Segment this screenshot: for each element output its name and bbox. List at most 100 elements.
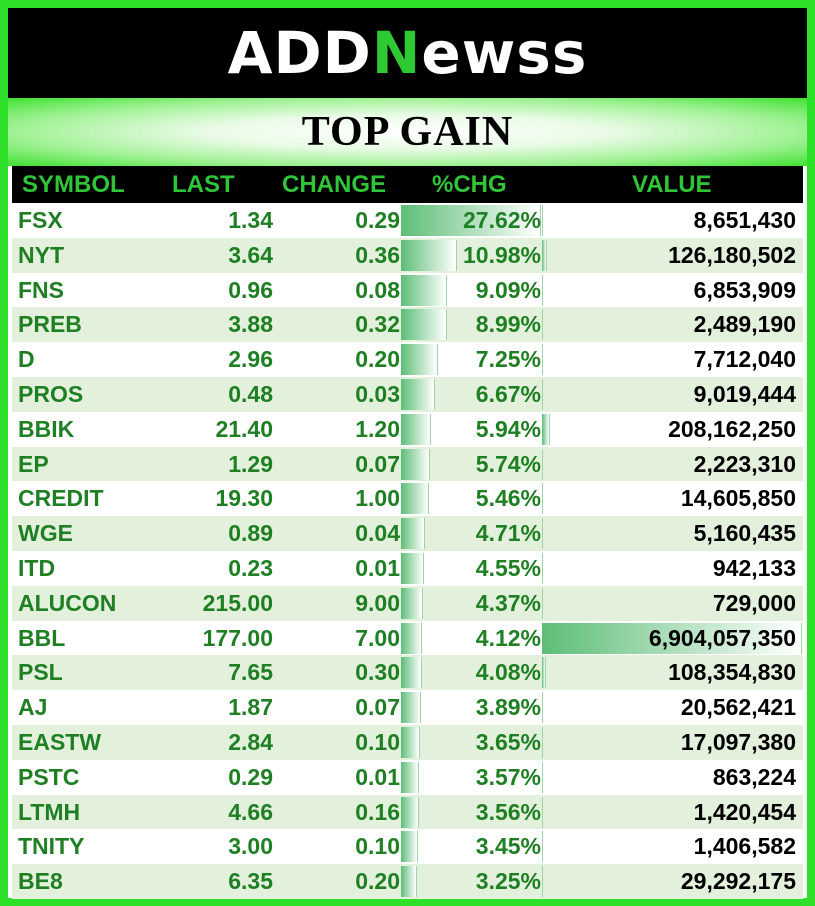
last-price-cell: 2.96 (228, 346, 273, 373)
value-cell: 2,489,190 (693, 311, 796, 338)
pct-change-bar (401, 587, 424, 619)
value-cell: 9,019,444 (693, 380, 796, 407)
value-cell: 29,292,175 (680, 868, 796, 895)
pct-change-bar (401, 692, 421, 724)
value-bar (542, 344, 543, 376)
table-row: LTMH 4.66 0.16 3.56% 1,420,454 (12, 794, 803, 830)
pct-change-cell: 4.08% (475, 659, 541, 686)
table-row: ALUCON 215.00 9.00 4.37% 729,000 (12, 585, 803, 621)
stock-table-body: FSX 1.34 0.29 27.62% 8,651,430 NYT 3.64 0.36 10.… (12, 203, 803, 899)
change-cell: 0.36 (355, 241, 400, 268)
value-cell: 6,853,909 (693, 276, 796, 303)
last-price-cell: 0.29 (228, 763, 273, 790)
symbol-cell: D (18, 346, 35, 373)
value-bar (542, 205, 543, 236)
table-row: FSX 1.34 0.29 27.62% 8,651,430 (12, 203, 803, 238)
change-cell: 9.00 (355, 589, 400, 616)
last-price-cell: 3.88 (228, 311, 273, 338)
value-cell: 8,651,430 (693, 207, 796, 233)
change-cell: 0.30 (355, 659, 400, 686)
header-symbol: SYMBOL (22, 171, 125, 198)
header-change: CHANGE (282, 171, 387, 198)
pct-change-bar (401, 448, 431, 480)
value-bar (542, 274, 543, 306)
symbol-cell: WGE (18, 520, 73, 547)
symbol-cell: NYT (18, 241, 64, 268)
table-row: ITD 0.23 0.01 4.55% 942,133 (12, 550, 803, 586)
value-cell: 17,097,380 (680, 728, 796, 755)
last-price-cell: 1.87 (228, 694, 273, 721)
symbol-cell: PSL (18, 659, 63, 686)
value-cell: 2,223,310 (693, 450, 796, 477)
symbol-cell: PREB (18, 311, 82, 338)
pct-change-cell: 4.12% (475, 624, 541, 651)
header-value: VALUE (632, 171, 712, 198)
symbol-cell: PROS (18, 380, 84, 407)
value-cell: 126,180,502 (668, 241, 796, 268)
value-bar (542, 483, 543, 515)
pct-change-bar (401, 726, 420, 758)
value-cell: 5,160,435 (693, 520, 796, 547)
last-price-cell: 0.48 (228, 380, 273, 407)
symbol-cell: ITD (18, 554, 56, 581)
table-row: CREDIT 19.30 1.00 5.46% 14,605,850 (12, 481, 803, 517)
header-pct-change: %CHG (432, 171, 507, 198)
table-row: PSTC 0.29 0.01 3.57% 863,224 (12, 759, 803, 795)
pct-change-cell: 7.25% (475, 346, 541, 373)
value-cell: 6,904,057,350 (648, 624, 796, 651)
table-row: PSL 7.65 0.30 4.08% 108,354,830 (12, 655, 803, 691)
pct-change-bar (401, 344, 438, 376)
pct-change-bar (401, 274, 448, 306)
last-price-cell: 177.00 (202, 624, 273, 651)
value-bar (542, 378, 543, 410)
value-cell: 14,605,850 (680, 485, 796, 512)
pct-change-bar (401, 831, 419, 863)
pct-change-bar (401, 239, 457, 271)
table-header: SYMBOL LAST CHANGE %CHG VALUE (12, 166, 803, 203)
pct-change-cell: 3.45% (475, 833, 541, 860)
table-row: WGE 0.89 0.04 4.71% 5,160,435 (12, 516, 803, 551)
last-price-cell: 215.00 (202, 589, 273, 616)
pct-change-cell: 8.99% (475, 311, 541, 338)
symbol-cell: CREDIT (18, 485, 104, 512)
change-cell: 0.07 (355, 694, 400, 721)
value-cell: 863,224 (712, 763, 796, 790)
pct-change-cell: 4.55% (475, 554, 541, 581)
table-row: EASTW 2.84 0.10 3.65% 17,097,380 (12, 724, 803, 760)
value-cell: 208,162,250 (668, 415, 796, 442)
pct-change-cell: 27.62% (462, 207, 541, 233)
value-bar (542, 309, 543, 341)
change-cell: 0.20 (355, 346, 400, 373)
last-price-cell: 1.29 (228, 450, 273, 477)
symbol-cell: EP (18, 450, 49, 477)
value-bar (542, 622, 802, 654)
table-row: TNITY 3.00 0.10 3.45% 1,406,582 (12, 829, 803, 865)
symbol-cell: BBIK (18, 415, 75, 442)
value-cell: 942,133 (712, 554, 796, 581)
change-cell: 1.20 (355, 415, 400, 442)
symbol-cell: TNITY (18, 833, 85, 860)
symbol-cell: BE8 (18, 868, 63, 895)
symbol-cell: EASTW (18, 728, 102, 755)
pct-change-bar (401, 378, 435, 410)
table-row: BBIK 21.40 1.20 5.94% 208,162,250 (12, 411, 803, 447)
last-price-cell: 19.30 (215, 485, 273, 512)
change-cell: 0.07 (355, 450, 400, 477)
symbol-cell: ALUCON (18, 589, 117, 616)
last-price-cell: 7.65 (228, 659, 273, 686)
change-cell: 7.00 (355, 624, 400, 651)
value-bar (542, 657, 547, 689)
symbol-cell: LTMH (18, 798, 81, 825)
last-price-cell: 0.23 (228, 554, 273, 581)
last-price-cell: 3.64 (228, 241, 273, 268)
value-bar (542, 587, 543, 619)
pct-change-cell: 9.09% (475, 276, 541, 303)
pct-change-cell: 4.71% (475, 520, 541, 547)
value-cell: 1,406,582 (693, 833, 796, 860)
pct-change-bar (401, 413, 432, 445)
pct-change-cell: 3.65% (475, 728, 541, 755)
value-bar (542, 518, 543, 550)
value-bar (542, 239, 547, 271)
value-bar (542, 761, 543, 793)
pct-change-bar (401, 761, 420, 793)
